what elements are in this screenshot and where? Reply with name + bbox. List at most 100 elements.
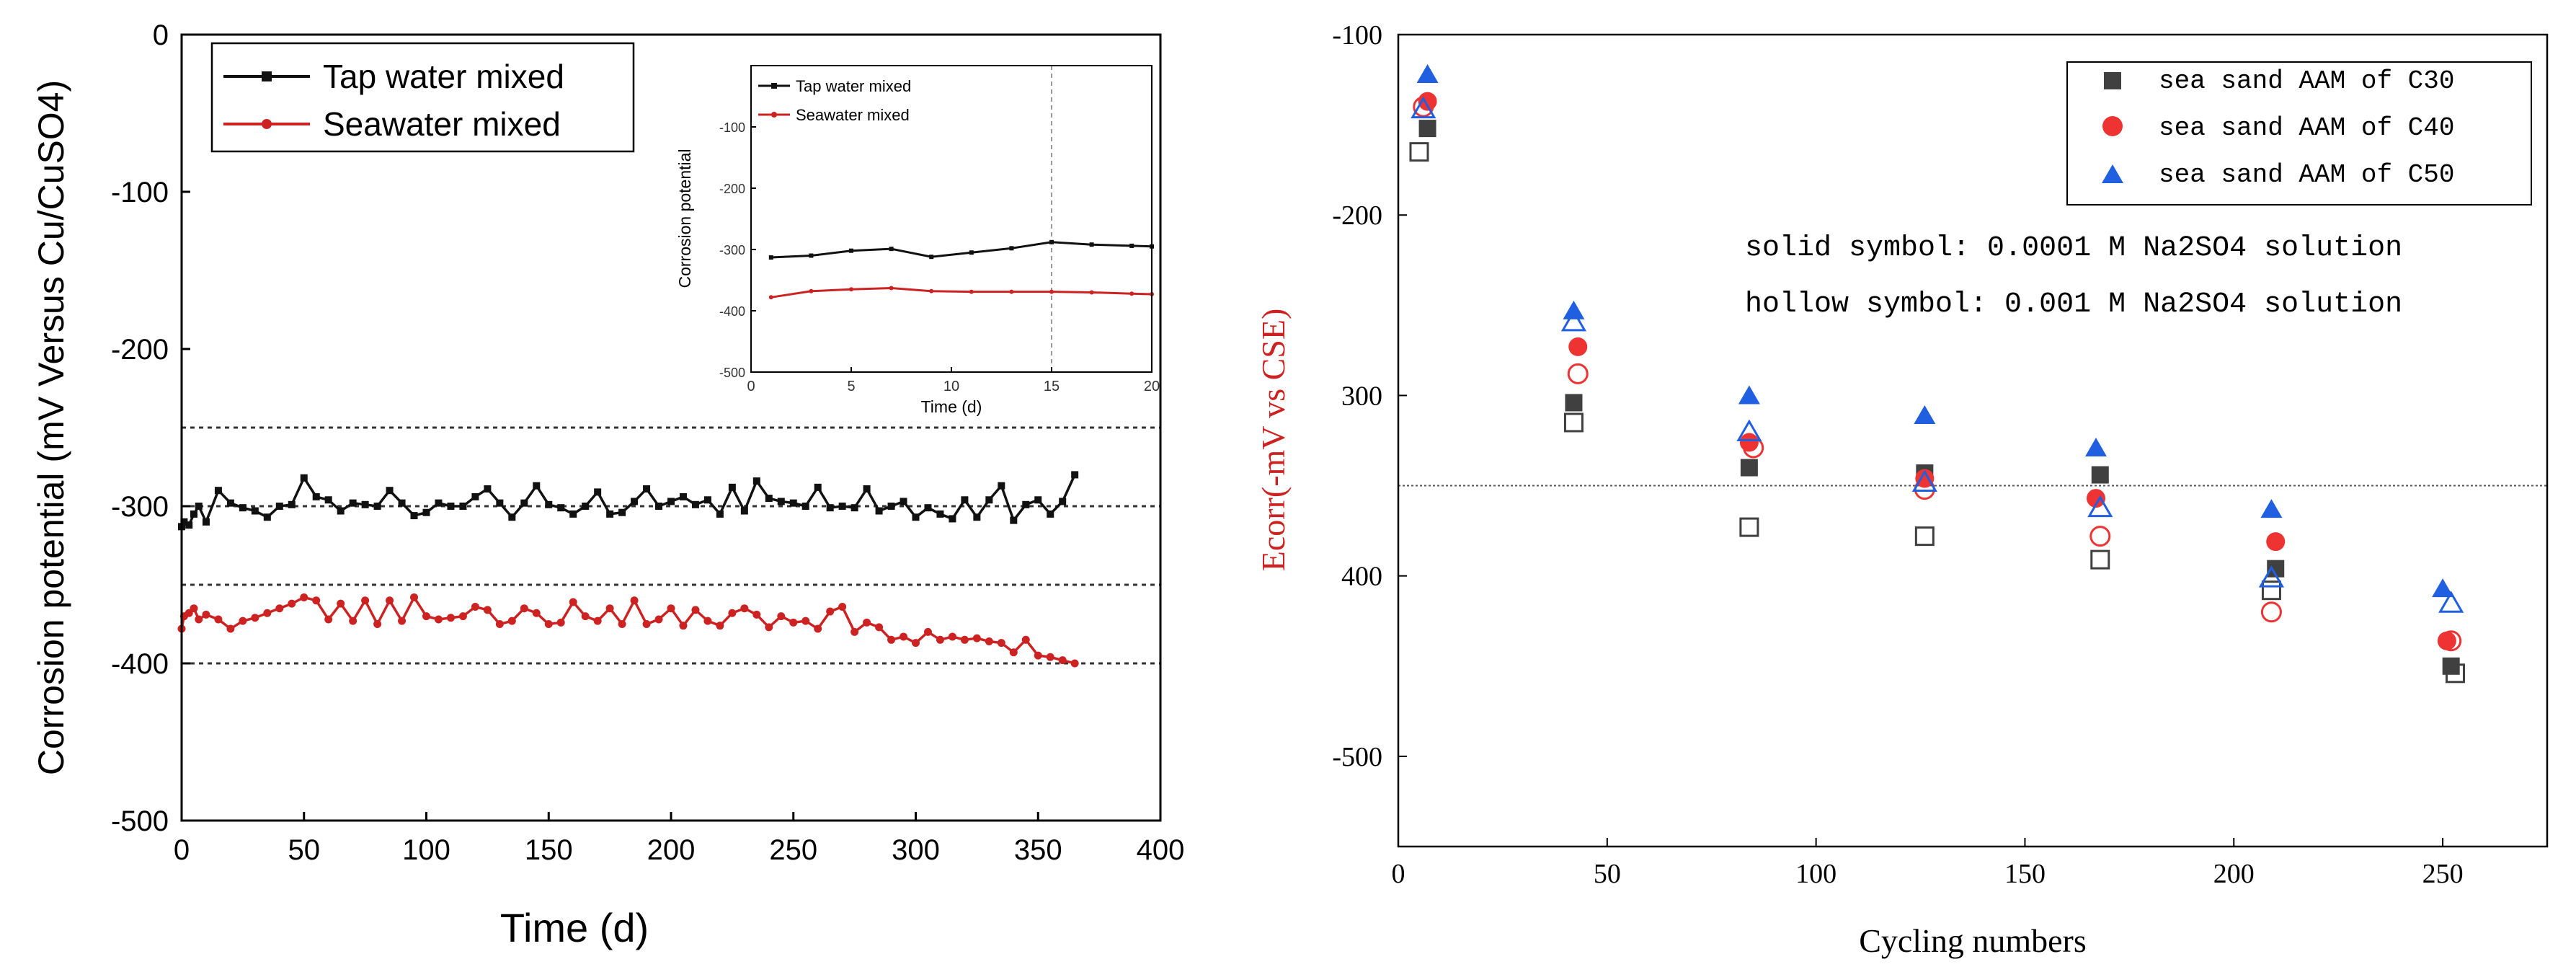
right-chart: 0 50 100 150 200 250 -100 -200 300 400 -500 Cyclin… bbox=[1255, 20, 2549, 959]
tap-water-point bbox=[777, 498, 785, 505]
seawater-point bbox=[195, 615, 203, 624]
legend-c40-label: sea sand AAM of C40 bbox=[2159, 113, 2454, 143]
left-y-tick-label: -400 bbox=[111, 648, 169, 680]
tap-water-point bbox=[936, 510, 944, 518]
seawater-point bbox=[900, 632, 908, 641]
seawater-point bbox=[985, 637, 993, 645]
square-solid-point bbox=[2442, 657, 2460, 675]
tap-water-point bbox=[582, 503, 590, 510]
right-x-tick-label: 150 bbox=[2004, 859, 2046, 889]
seawater-point bbox=[434, 615, 443, 624]
tap-water-point bbox=[545, 500, 553, 508]
seawater-point bbox=[471, 603, 479, 611]
seawater-point bbox=[239, 617, 247, 625]
tap-water-point bbox=[471, 492, 479, 500]
tap-water-point bbox=[288, 500, 296, 508]
seawater-point bbox=[642, 620, 651, 628]
seawater-point bbox=[972, 634, 981, 642]
triangle-solid-point bbox=[1738, 385, 1760, 405]
circle-solid-point bbox=[1915, 469, 1935, 488]
triangle-solid-point bbox=[2084, 438, 2107, 457]
seawater-line bbox=[180, 594, 1075, 665]
circle-hollow-point bbox=[1567, 363, 1589, 384]
right-x-axis-label: Cycling numbers bbox=[1859, 922, 2087, 959]
seawater-point bbox=[912, 639, 920, 648]
circle-solid-point bbox=[2086, 489, 2105, 508]
square-hollow-point bbox=[2090, 549, 2110, 570]
circle-hollow-point bbox=[2089, 526, 2111, 547]
seawater-point bbox=[936, 635, 944, 644]
left-y-tick-label: -300 bbox=[111, 491, 169, 523]
tap-water-point bbox=[973, 513, 981, 521]
tap-water-point bbox=[496, 499, 504, 507]
tap-water-point bbox=[251, 507, 259, 515]
inset-tap-water-point bbox=[849, 248, 853, 253]
tap-water-point bbox=[324, 496, 332, 504]
seawater-point bbox=[1021, 635, 1030, 644]
seawater-point bbox=[337, 599, 345, 608]
inset-legend-tap-label: Tap water mixed bbox=[796, 77, 911, 95]
tap-water-point bbox=[643, 485, 651, 493]
seawater-point bbox=[373, 620, 382, 628]
right-y-axis-label: Ecorr(-mV vs CSE) bbox=[1255, 309, 1292, 572]
seawater-point bbox=[581, 612, 590, 621]
left-x-tick-label: 100 bbox=[402, 834, 450, 866]
tap-water-point bbox=[924, 504, 932, 512]
tap-water-point bbox=[190, 510, 197, 518]
tap-water-point bbox=[838, 503, 846, 510]
seawater-point bbox=[863, 618, 871, 627]
tap-water-point bbox=[185, 521, 193, 529]
right-x-tick-label: 250 bbox=[2422, 859, 2464, 889]
circle-hollow-point bbox=[1743, 437, 1764, 459]
legend-c50-label: sea sand AAM of C50 bbox=[2159, 160, 2454, 190]
tap-water-point bbox=[912, 513, 920, 521]
inset-y-axis-label: Corrosion potential bbox=[675, 149, 694, 288]
hollow-symbol-note: hollow symbol: 0.001 M Na2SO4 solution bbox=[1745, 288, 2402, 321]
tap-water-point bbox=[239, 504, 247, 512]
circle-solid-point bbox=[2266, 532, 2286, 552]
seawater-point bbox=[1046, 653, 1054, 661]
inset-seawater-point bbox=[889, 286, 894, 291]
seawater-point bbox=[483, 606, 492, 614]
tap-water-point bbox=[337, 507, 345, 515]
triangle-hollow-point bbox=[1560, 309, 1587, 332]
inset-seawater-point bbox=[849, 287, 853, 292]
tap-water-point bbox=[410, 512, 418, 520]
tap-water-point bbox=[606, 510, 614, 518]
tap-water-point bbox=[875, 507, 883, 515]
tap-water-point bbox=[740, 507, 748, 515]
tap-water-point bbox=[569, 510, 577, 518]
seawater-point bbox=[703, 617, 712, 625]
tap-water-point bbox=[863, 485, 871, 493]
tap-water-point bbox=[765, 495, 773, 503]
seawater-point bbox=[214, 615, 223, 624]
inset-ticks: 0 5 10 15 20 -100 -200 -300 -400 -500 bbox=[719, 120, 1160, 394]
seawater-point bbox=[789, 618, 798, 627]
triangle-solid-point bbox=[1914, 405, 1936, 424]
square-solid-point bbox=[1740, 459, 1758, 477]
seawater-point bbox=[1058, 656, 1067, 665]
inset-legend-sea-marker bbox=[771, 112, 777, 118]
tap-water-point bbox=[275, 503, 283, 510]
left-y-axis-label: Corrosion potential (mV Versus Cu/CuSO4) bbox=[31, 80, 71, 775]
seawater-point bbox=[422, 612, 430, 621]
right-ticks: 0 50 100 150 200 250 -100 -200 300 400 -500 bbox=[1332, 20, 2463, 889]
tap-water-point bbox=[998, 482, 1005, 490]
seawater-point bbox=[190, 604, 198, 613]
inset-tap-water-point bbox=[1129, 243, 1134, 248]
right-y-tick-label: -500 bbox=[1332, 742, 1382, 772]
seawater-point bbox=[948, 632, 956, 641]
tap-water-point bbox=[1034, 496, 1042, 504]
seawater-point bbox=[1009, 648, 1018, 657]
tap-water-point bbox=[961, 496, 969, 504]
inset-seawater-point bbox=[1089, 290, 1094, 295]
circle-solid-point bbox=[2437, 631, 2456, 650]
inset-y-tick-label: -400 bbox=[719, 304, 745, 319]
seawater-point bbox=[398, 617, 407, 625]
seawater-point bbox=[544, 620, 553, 628]
seawater-point bbox=[275, 604, 284, 613]
tap-water-point bbox=[716, 510, 724, 518]
inset-x-tick-label: 20 bbox=[1144, 379, 1160, 394]
seawater-point bbox=[446, 614, 455, 622]
